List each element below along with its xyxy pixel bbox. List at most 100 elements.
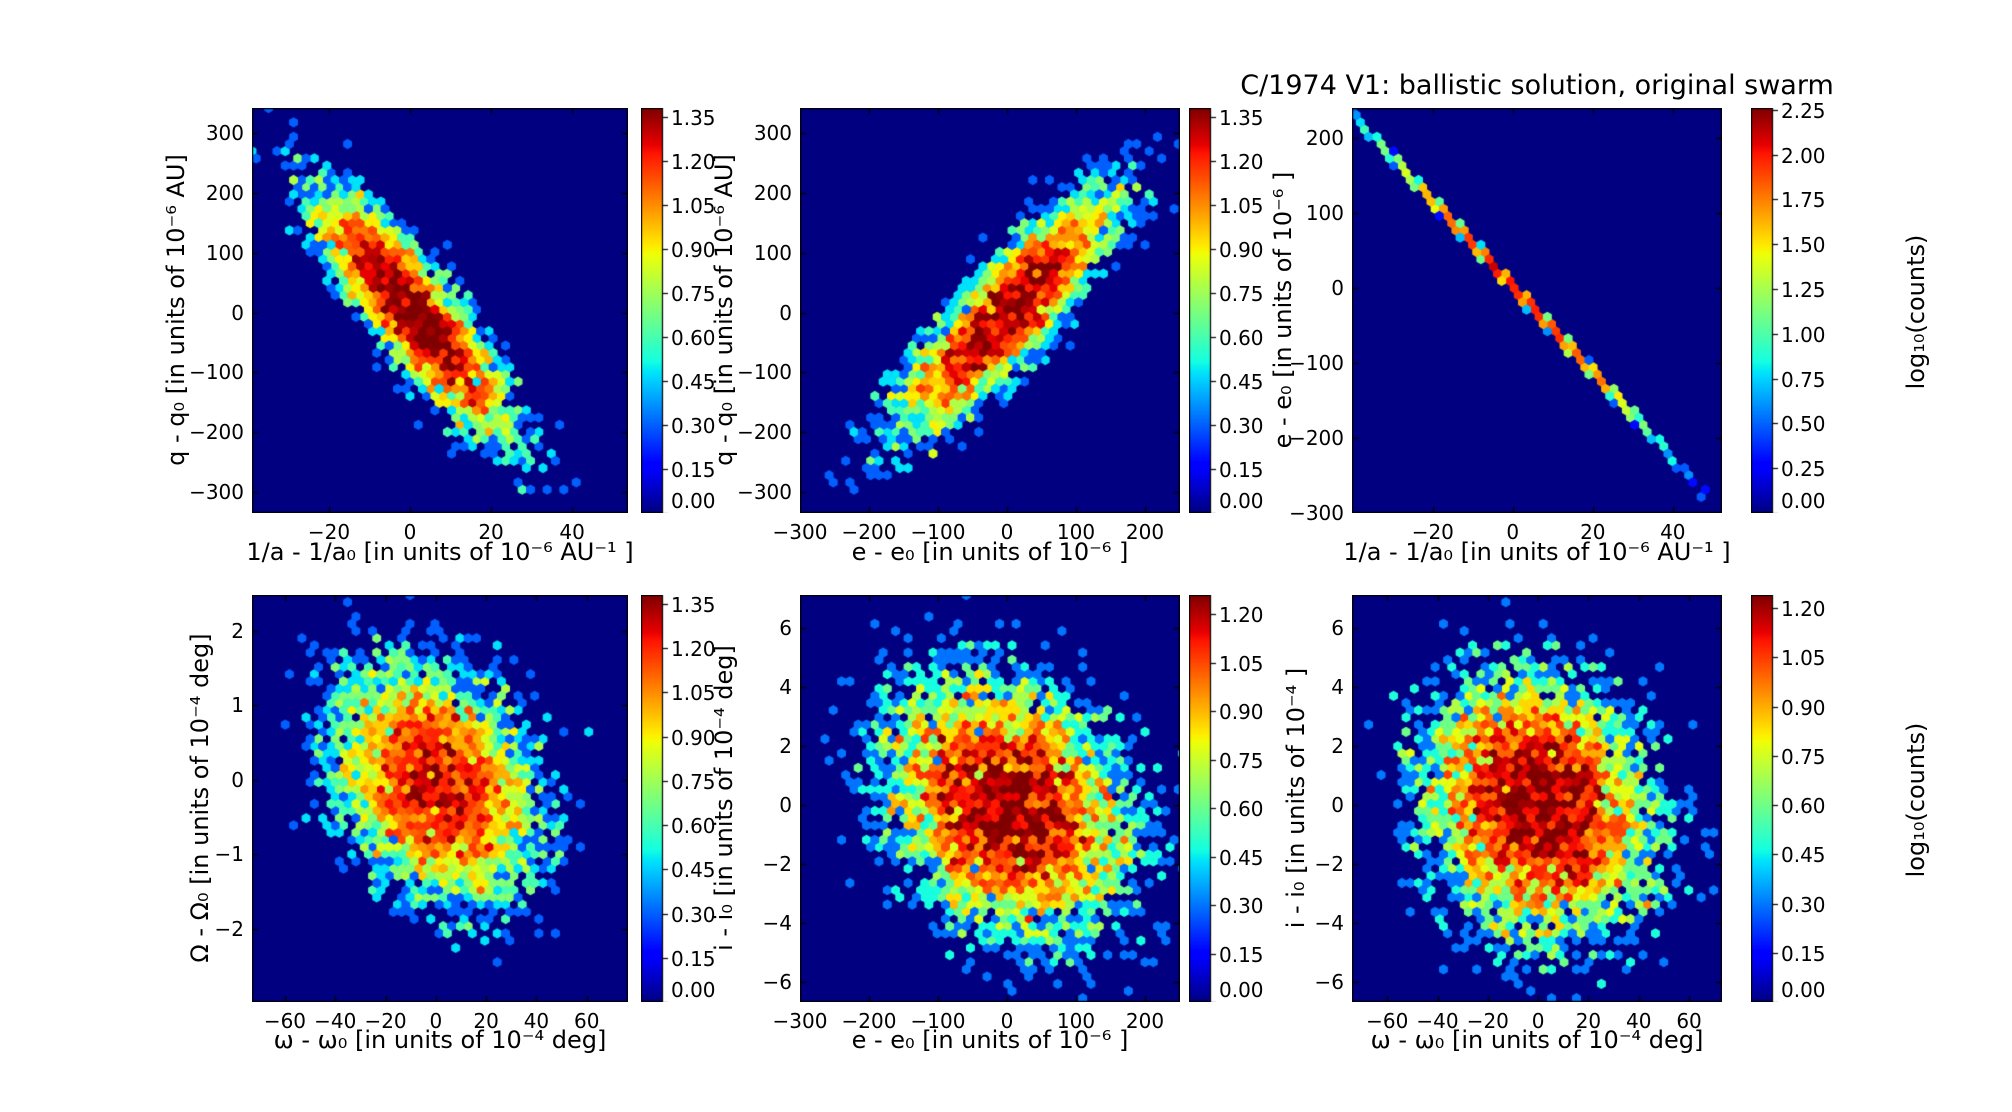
y-tick-label: −300 [189, 480, 244, 505]
x-axis-label: ω - ω₀ [in units of 10⁻⁴ deg] [1370, 1026, 1704, 1054]
y-tick-label: 6 [1331, 616, 1344, 641]
y-tick-label: −300 [737, 480, 792, 505]
colorbar-4 [641, 595, 669, 1002]
colorbar-2 [1189, 108, 1217, 513]
colorbar-tick-label: 1.20 [671, 150, 716, 174]
colorbar-tick-label: 0.30 [1219, 894, 1264, 918]
colorbar-tick-label: 1.35 [671, 106, 716, 130]
colorbar-tick-label: 1.20 [1781, 597, 1826, 621]
x-axis-label: 1/a - 1/a₀ [in units of 10⁻⁶ AU⁻¹ ] [246, 538, 634, 566]
colorbar-tick-label: 1.35 [1219, 106, 1264, 130]
y-tick-label: 2 [779, 734, 792, 758]
y-tick-label: 0 [779, 300, 792, 325]
colorbar-tick-label: 0.45 [1219, 370, 1264, 394]
colorbar-tick-label: 0.00 [1781, 489, 1826, 513]
x-tick-label: −100 [910, 520, 966, 544]
colorbar-tick-label: 1.35 [671, 593, 716, 617]
x-tick-label: 100 [1056, 1009, 1096, 1033]
hexbin-panel-e-vs-ainv [1352, 108, 1722, 513]
colorbar-tick-label: 0.00 [671, 978, 716, 1002]
x-tick-label: −40 [1416, 1009, 1459, 1033]
y-tick-label: 300 [205, 121, 244, 146]
y-tick-label: −4 [762, 910, 792, 935]
x-tick-label: 60 [574, 1009, 600, 1033]
x-tick-label: −100 [910, 1009, 966, 1033]
colorbar-tick-label: 0.60 [1781, 794, 1826, 818]
y-tick-label: 0 [231, 300, 244, 325]
x-tick-label: 40 [559, 520, 585, 544]
colorbar-1 [641, 108, 669, 513]
y-tick-label: 200 [1305, 126, 1344, 150]
y-tick-label: 200 [205, 180, 244, 205]
x-tick-label: 0 [1506, 520, 1520, 544]
colorbar-tick-label: 0.75 [1781, 368, 1826, 392]
colorbar-tick-label: 1.50 [1781, 233, 1826, 257]
colorbar-tick-label: 0.45 [671, 370, 716, 394]
colorbar-tick-label: 0.75 [1219, 749, 1264, 773]
x-tick-label: 100 [1056, 520, 1096, 544]
hexbin-panel-q-vs-e [800, 108, 1180, 513]
x-tick-label: −20 [1411, 520, 1454, 544]
x-tick-label: 20 [478, 520, 504, 544]
colorbar-tick-label: 0.90 [1219, 700, 1264, 724]
x-tick-label: 0 [1531, 1009, 1545, 1033]
colorbar-3 [1751, 108, 1779, 513]
y-tick-label: −100 [737, 360, 792, 385]
colorbar-5 [1189, 595, 1217, 1002]
y-tick-label: −2 [214, 916, 244, 941]
colorbar-tick-label: 0.75 [1781, 745, 1826, 769]
colorbar-label: log₁₀(counts) [1902, 722, 1930, 878]
colorbar-tick-label: 0.15 [1219, 943, 1264, 967]
colorbar-tick-label: 0.75 [671, 770, 716, 794]
y-tick-label: 0 [779, 792, 792, 817]
x-tick-label: 0 [1000, 520, 1014, 544]
y-tick-label: −4 [1314, 910, 1344, 935]
colorbar-tick-label: 0.45 [671, 858, 716, 882]
colorbar-tick-label: 0.45 [1781, 843, 1826, 867]
y-tick-label: −200 [737, 420, 792, 445]
colorbar-tick-label: 1.05 [1219, 652, 1264, 676]
y-tick-label: 0 [1331, 792, 1344, 817]
x-tick-label: −20 [307, 520, 351, 544]
x-tick-label: 200 [1125, 520, 1165, 544]
x-tick-label: −300 [772, 1009, 828, 1033]
y-tick-label: 300 [753, 121, 792, 146]
colorbar-tick-label: 0.30 [671, 903, 716, 927]
y-tick-label: −300 [1289, 501, 1344, 525]
y-tick-label: 1 [231, 693, 244, 718]
x-tick-label: 200 [1125, 1009, 1165, 1033]
colorbar-label: log₁₀(counts) [1902, 234, 1930, 390]
x-tick-label: 40 [1660, 520, 1686, 544]
colorbar-tick-label: 2.00 [1781, 144, 1826, 168]
x-tick-label: −60 [1366, 1009, 1409, 1033]
colorbar-tick-label: 0.50 [1781, 412, 1826, 436]
x-tick-label: 40 [523, 1009, 550, 1033]
colorbar-tick-label: 0.45 [1219, 846, 1264, 870]
x-axis-label: 1/a - 1/a₀ [in units of 10⁻⁶ AU⁻¹ ] [1343, 538, 1731, 566]
colorbar-tick-label: 1.05 [671, 681, 716, 705]
y-tick-label: 4 [1331, 675, 1344, 700]
colorbar-tick-label: 1.20 [671, 637, 716, 661]
y-tick-label: −1 [214, 842, 244, 867]
colorbar-tick-label: 0.60 [1219, 326, 1264, 350]
y-tick-label: −100 [1289, 351, 1344, 375]
hexbin-panel-node-vs-argperi [252, 595, 628, 1002]
colorbar-tick-label: 0.30 [671, 414, 716, 438]
colorbar-tick-label: 1.05 [1781, 646, 1826, 670]
colorbar-tick-label: 0.30 [1781, 893, 1826, 917]
x-tick-label: 0 [403, 520, 417, 544]
colorbar-tick-label: 1.25 [1781, 278, 1826, 302]
colorbar-tick-label: 2.25 [1781, 99, 1826, 123]
y-tick-label: −2 [1314, 851, 1344, 876]
x-tick-label: 20 [1580, 520, 1606, 544]
y-tick-label: −6 [1314, 969, 1344, 994]
x-tick-label: 40 [1626, 1009, 1652, 1033]
y-tick-label: 2 [231, 618, 244, 643]
y-tick-label: −6 [762, 969, 792, 994]
x-axis-label: ω - ω₀ [in units of 10⁻⁴ deg] [273, 1026, 607, 1054]
x-tick-label: −200 [841, 1009, 897, 1033]
colorbar-tick-label: 1.20 [1219, 150, 1264, 174]
colorbar-tick-label: 0.75 [671, 282, 716, 306]
y-tick-label: 200 [753, 180, 792, 205]
y-tick-label: 2 [1331, 734, 1344, 758]
